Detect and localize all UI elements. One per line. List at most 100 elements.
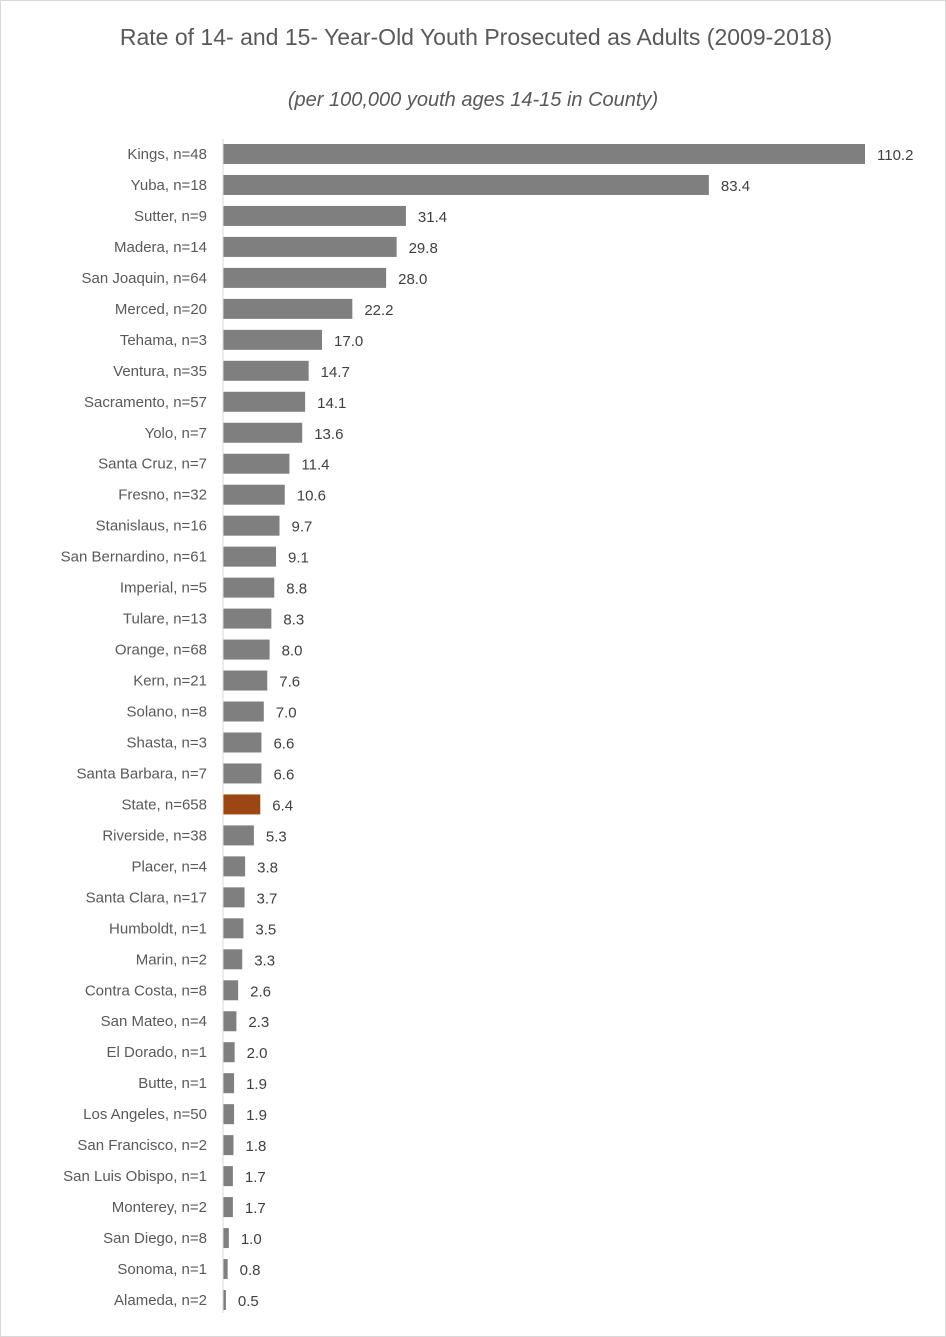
category-label: Kings, n=48 (127, 146, 207, 163)
bar (223, 918, 244, 939)
data-label: 1.9 (246, 1107, 267, 1124)
bar (223, 484, 285, 505)
category-label: Shasta, n=3 (127, 734, 207, 751)
category-label: El Dorado, n=1 (107, 1044, 207, 1061)
data-label: 7.6 (279, 674, 300, 691)
data-label: 3.8 (257, 859, 278, 876)
category-label: Monterey, n=2 (112, 1199, 207, 1216)
category-label: Orange, n=68 (115, 642, 207, 659)
category-label: Yuba, n=18 (131, 177, 207, 194)
data-label: 0.8 (240, 1262, 261, 1279)
category-label: Kern, n=21 (133, 673, 207, 690)
bar (223, 670, 268, 691)
bar (223, 639, 270, 660)
bar (223, 763, 262, 784)
category-label: Riverside, n=38 (102, 827, 207, 844)
data-label: 8.8 (286, 581, 307, 598)
bar (223, 1011, 237, 1032)
category-label: San Francisco, n=2 (77, 1137, 207, 1154)
bar (223, 949, 243, 970)
bar (223, 1197, 233, 1218)
category-label: Ventura, n=35 (113, 363, 207, 380)
bar (223, 144, 865, 164)
data-label: 10.6 (297, 488, 326, 505)
category-label: Tulare, n=13 (123, 611, 207, 628)
category-label: Alameda, n=2 (114, 1292, 207, 1309)
data-label: 2.0 (247, 1045, 268, 1062)
data-label: 6.4 (272, 797, 293, 814)
category-label: Butte, n=1 (138, 1075, 207, 1092)
category-label: Sutter, n=9 (134, 208, 207, 225)
data-label: 5.3 (266, 828, 287, 845)
category-label: Placer, n=4 (132, 858, 207, 875)
bar (223, 980, 239, 1001)
data-label: 29.8 (409, 240, 438, 257)
category-label: Merced, n=20 (115, 301, 207, 318)
category-label: Los Angeles, n=50 (83, 1106, 207, 1123)
data-label: 7.0 (276, 705, 297, 722)
category-label: Madera, n=14 (114, 239, 207, 256)
bar (223, 794, 261, 815)
category-label: Santa Cruz, n=7 (98, 456, 207, 473)
bar (223, 608, 272, 629)
bar (223, 577, 275, 598)
bar (223, 205, 406, 226)
data-label: 2.6 (250, 983, 271, 1000)
bar (223, 1166, 233, 1187)
bar (223, 267, 387, 288)
data-label: 8.0 (282, 643, 303, 660)
category-label: Imperial, n=5 (120, 580, 207, 597)
bar (223, 732, 262, 753)
bar (223, 1104, 235, 1125)
data-label: 22.2 (364, 302, 393, 319)
data-label: 3.3 (254, 952, 275, 969)
data-label: 3.5 (255, 921, 276, 938)
data-label: 1.0 (241, 1231, 262, 1248)
bar (223, 825, 254, 846)
category-label: Fresno, n=32 (118, 487, 207, 504)
data-label: 11.4 (301, 457, 329, 474)
data-label: 9.7 (292, 519, 313, 536)
category-label: Humboldt, n=1 (109, 920, 207, 937)
category-label: San Bernardino, n=61 (61, 549, 207, 566)
category-label: Santa Barbara, n=7 (76, 765, 207, 782)
bar (223, 546, 277, 567)
bar (223, 1290, 226, 1310)
data-label: 13.6 (314, 426, 343, 443)
data-label: 2.3 (248, 1014, 269, 1031)
category-label: Solano, n=8 (127, 704, 208, 721)
chart-title: Rate of 14- and 15- Year-Old Youth Prose… (119, 24, 833, 50)
data-label: 83.4 (721, 178, 750, 195)
category-label: San Luis Obispo, n=1 (63, 1168, 207, 1185)
data-label: 110.2 (877, 147, 913, 164)
data-label: 9.1 (288, 550, 309, 567)
data-label: 8.3 (283, 612, 304, 629)
bar (223, 1042, 235, 1063)
data-label: 28.0 (398, 271, 427, 288)
data-label: 3.7 (257, 890, 278, 907)
category-label: San Joaquin, n=64 (81, 270, 207, 287)
bar (223, 1259, 228, 1280)
category-label: Contra Costa, n=8 (85, 982, 207, 999)
category-label: State, n=658 (122, 796, 208, 813)
bar (223, 1135, 234, 1156)
bar (223, 391, 306, 412)
category-label: Yolo, n=7 (145, 425, 207, 442)
data-label: 14.7 (321, 364, 350, 381)
category-label: San Mateo, n=4 (101, 1013, 207, 1030)
category-label: Tehama, n=3 (120, 332, 207, 349)
data-label: 1.9 (246, 1076, 267, 1093)
chart-subtitle: (per 100,000 youth ages 14-15 in County) (287, 89, 659, 111)
category-label: San Diego, n=8 (103, 1230, 207, 1247)
data-label: 14.1 (317, 395, 346, 412)
bar (223, 453, 290, 474)
bar (223, 887, 245, 908)
data-label: 6.6 (273, 735, 294, 752)
category-label: Santa Clara, n=17 (86, 889, 207, 906)
bar (223, 360, 309, 381)
bar (223, 515, 280, 536)
bar (223, 1073, 235, 1094)
bar (223, 236, 397, 257)
